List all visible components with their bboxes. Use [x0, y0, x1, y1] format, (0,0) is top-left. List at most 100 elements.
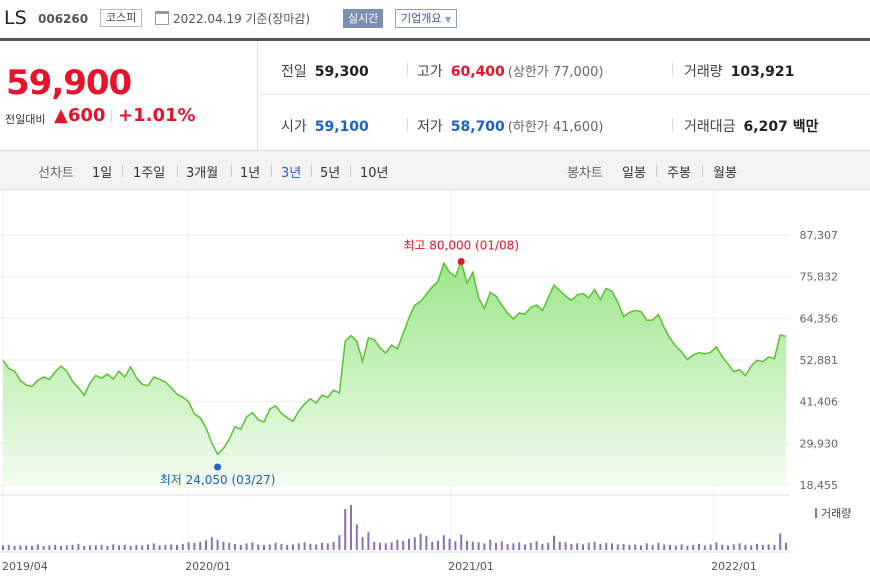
volume-bar: [19, 545, 22, 550]
volume-bar: [413, 537, 416, 550]
volume-bar: [785, 542, 787, 550]
volume-bar: [779, 533, 782, 550]
stat-value: 6,207 백만: [743, 119, 819, 135]
max-point: [457, 258, 465, 266]
volume-bar: [31, 545, 33, 550]
volume-bar: [454, 541, 457, 550]
tab-weekly[interactable]: 주봉: [667, 166, 691, 181]
stock-code: 006260: [38, 12, 89, 26]
tab-10y[interactable]: 10년: [360, 166, 389, 181]
volume-bar: [773, 544, 776, 550]
price-chart-svg: 87,307 75,832 64,356 52,881 41,406 29,930 18,4…: [0, 190, 851, 573]
stat-prev-close: 전일 59,300: [281, 61, 369, 81]
y-tick-label: 29,930: [800, 437, 839, 450]
volume-bar: [36, 544, 39, 550]
price-chart: 87,307 75,832 64,356 52,881 41,406 29,930 18,4…: [0, 190, 870, 583]
volume-bar: [518, 542, 521, 550]
volume-bar: [698, 543, 700, 550]
volume-bar: [7, 544, 10, 550]
tab-1y[interactable]: 1년: [240, 166, 261, 181]
volume-bar: [309, 543, 312, 550]
y-tick-label: 64,356: [800, 312, 839, 325]
volume-bar: [541, 543, 544, 550]
volume-bar: [13, 545, 16, 550]
volume-bar: [384, 543, 387, 550]
realtime-button[interactable]: 실시간: [343, 9, 384, 28]
tab-divider: [122, 165, 123, 177]
volume-bar: [692, 544, 695, 550]
stat-volume: 거래량 103,921: [684, 61, 794, 81]
volume-bar: [506, 543, 509, 550]
tab-1w[interactable]: 1주일: [133, 166, 166, 181]
candle-chart-label: 봉차트: [567, 166, 603, 181]
volume-bar: [442, 535, 445, 550]
volume-bar: [756, 543, 758, 550]
company-info-button[interactable]: 기업개요 ▼: [395, 9, 458, 28]
volume-bar: [489, 539, 492, 550]
change-percent: +1.01%: [118, 105, 196, 126]
volume-bar: [205, 540, 207, 550]
volume-bar: [483, 543, 486, 550]
volume-bar: [332, 541, 335, 550]
stat-value: 58,700: [450, 119, 505, 135]
volume-bar: [321, 542, 323, 550]
volume-bar: [674, 545, 677, 550]
stat-label: 시가: [281, 119, 307, 135]
volume-bar: [425, 535, 428, 550]
volume-bar: [71, 544, 74, 550]
x-tick-label: 2021/01: [448, 560, 494, 573]
volume-bar: [616, 544, 619, 550]
volume-bar: [315, 544, 318, 550]
volume-bar: [767, 544, 770, 550]
volume-bar: [495, 542, 497, 550]
tab-5y[interactable]: 5년: [320, 166, 341, 181]
volume-bar: [576, 543, 579, 550]
min-point: [214, 463, 222, 471]
stat-label: 고가: [417, 64, 443, 80]
volume-bar: [524, 544, 526, 550]
volume-bar: [210, 537, 213, 550]
volume-bar: [112, 544, 115, 550]
chart-annotations: 최고 80,000 (01/08) 최저 24,050 (03/27): [160, 239, 519, 487]
volume-bar: [54, 544, 57, 550]
volume-bar: [558, 541, 561, 550]
volume-bar: [593, 541, 596, 550]
volume-bar: [379, 542, 381, 550]
volume-bar: [512, 543, 515, 550]
stat-label: 저가: [417, 119, 443, 135]
header-divider: [0, 38, 870, 41]
volume-bar: [750, 545, 753, 550]
volume-bar: [251, 542, 254, 550]
volume-bar: [709, 544, 712, 550]
tab-3m[interactable]: 3개월: [186, 166, 219, 181]
volume-bar: [437, 540, 439, 550]
volume-bar: [651, 544, 654, 550]
tab-daily[interactable]: 일봉: [622, 166, 646, 181]
stats-panel: 전일 59,300 고가 60,400 (상한가 77,000) 거래량 103,921…: [259, 41, 870, 150]
volume-bar: [344, 509, 347, 550]
volume-bar: [727, 545, 729, 550]
x-axis: 2019/04 2020/01 2021/01 2022/01: [2, 560, 757, 573]
company-info-label: 기업개요: [401, 12, 442, 25]
date-text: 2022.04.19 기준(장마감): [173, 12, 311, 26]
volume-bar: [587, 542, 590, 550]
volume-bar: [297, 543, 300, 550]
tab-divider: [350, 165, 351, 177]
volume-bar: [570, 543, 573, 550]
tab-divider: [231, 165, 232, 177]
volume-bar: [419, 533, 422, 550]
volume-bar: [396, 539, 399, 550]
y-tick-label: 87,307: [800, 229, 839, 242]
volume-bar: [350, 505, 352, 550]
volume-legend: 거래량: [821, 507, 851, 520]
volume-bar: [599, 543, 602, 550]
volume-bar: [199, 541, 202, 550]
tab-3y[interactable]: 3년: [281, 166, 302, 181]
volume-bar: [582, 544, 584, 550]
volume-bar: [431, 541, 434, 550]
tab-monthly[interactable]: 월봉: [713, 166, 737, 181]
stat-label: 전일: [281, 64, 307, 80]
volume-bar: [460, 534, 463, 550]
tab-1d[interactable]: 1일: [92, 166, 113, 181]
volume-bar: [663, 544, 666, 550]
